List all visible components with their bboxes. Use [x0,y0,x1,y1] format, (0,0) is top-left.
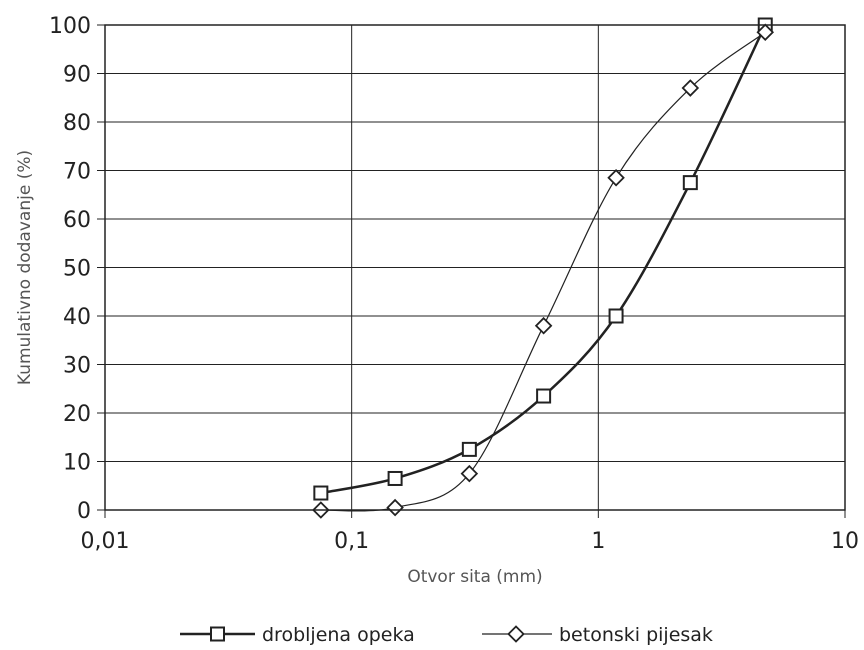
y-tick-label: 40 [63,305,91,330]
series-line-drobljena-opeka [320,24,767,495]
series-drobljena-opeka [313,17,773,501]
square-marker [313,485,329,501]
tick-labels: 0 10 20 30 40 50 60 70 80 90 100 0,01 0,1 1 10 [49,14,859,554]
square-marker [682,175,698,191]
square-marker [387,470,403,486]
y-tick-label: 50 [63,257,91,282]
x-tick-label: 0,01 [81,529,130,554]
series-betonski-pijesak [312,23,775,519]
diamond-marker-icon [507,625,525,643]
diamond-marker [756,23,775,42]
x-tick-label: 10 [831,529,859,554]
y-tick-label: 100 [49,14,91,39]
y-axis-label: Kumulativno dodavanje (%) [15,150,35,385]
y-tick-label: 70 [63,160,91,185]
square-marker-icon [210,626,225,642]
legend-item-betonski-pijesak: betonski pijesak [482,624,713,646]
series-area [312,17,775,519]
square-marker [536,388,552,404]
y-tick-label: 0 [77,499,91,524]
series-line-betonski-pijesak [320,31,766,512]
x-tick-label: 1 [591,529,605,554]
legend: drobljena opeka betonski pijesak [180,624,713,646]
y-tick-label: 60 [63,208,91,233]
y-tick-label: 80 [63,111,91,136]
diamond-marker [460,464,479,483]
diamond-marker [386,498,404,517]
y-tick-label: 90 [63,63,91,88]
plot-frame [104,24,846,511]
square-marker [608,308,624,324]
legend-item-drobljena-opeka: drobljena opeka [180,624,415,646]
y-tick-label: 30 [63,354,91,379]
diamond-marker [681,79,700,97]
legend-label-betonski-pijesak: betonski pijesak [559,624,713,646]
x-tick-label: 0,1 [334,529,369,554]
x-axis-label: Otvor sita (mm) [407,567,542,587]
y-tick-label: 20 [63,402,91,427]
legend-label-drobljena-opeka: drobljena opeka [262,624,415,646]
y-tick-label: 10 [63,451,91,476]
diamond-marker [607,169,625,187]
square-marker [461,441,477,457]
diamond-marker [534,316,553,335]
